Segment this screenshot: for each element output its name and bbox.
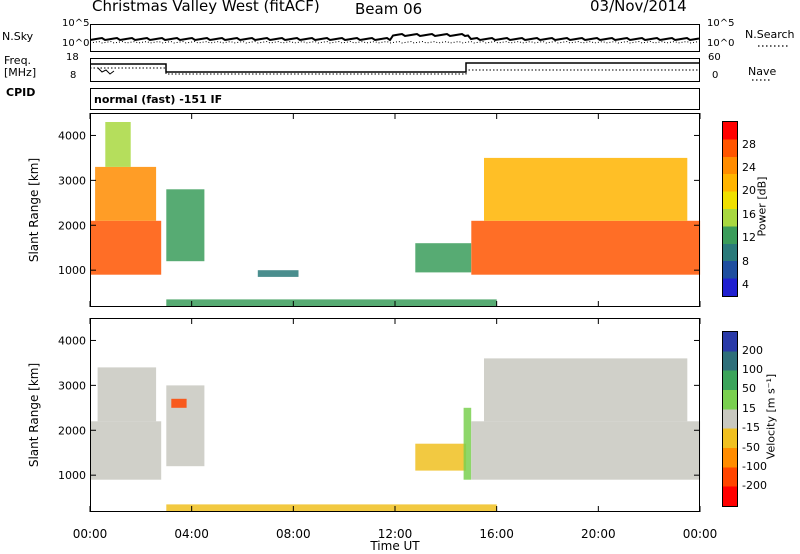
velocity-region-5 xyxy=(463,407,472,480)
axes: 1000 2000 3000 4000 Slant Range [km] 1000 2000… xyxy=(27,113,717,553)
power-cb-tick-1: 24 xyxy=(742,161,756,174)
nave-label: Nave xyxy=(748,65,777,78)
power-region-5 xyxy=(415,243,472,273)
vel-cb-tick-4: -15 xyxy=(742,421,760,434)
y-tick-label-0-2: 3000 xyxy=(58,174,86,187)
power-colorbar-label: Power [dB] xyxy=(755,176,769,237)
cpid-text: normal (fast) -151 IF xyxy=(94,93,223,106)
y-tick-label-0-3: 4000 xyxy=(58,129,86,142)
y-tick-label-1-0: 1000 xyxy=(58,469,86,482)
freq-tick-bottom: 8 xyxy=(70,70,77,81)
power-region-6 xyxy=(471,220,701,275)
power-region-3 xyxy=(166,189,205,262)
date-label: 03/Nov/2014 xyxy=(590,0,687,15)
velocity-region-6 xyxy=(471,421,701,480)
vel-cb-tick-3: 15 xyxy=(742,402,756,415)
power-region-8 xyxy=(166,299,497,307)
x-tick-label-3: 12:00 xyxy=(378,527,413,541)
x-tick-label-1: 04:00 xyxy=(174,527,209,541)
power-cb-tick-5: 8 xyxy=(742,255,749,268)
velocity-colorbar xyxy=(722,331,738,507)
power-cb-tick-0: 28 xyxy=(742,138,756,151)
freq-label: Freq. xyxy=(4,54,32,67)
nsearch-tick-top: 10^5 xyxy=(707,18,735,29)
station-title: Christmas Valley West (fitACF) xyxy=(92,0,320,15)
vel-cb-tick-6: -100 xyxy=(742,460,767,473)
nave-tick-bottom: 0 xyxy=(712,70,719,81)
nsky-label: N.Sky xyxy=(2,30,34,43)
vel-cb-tick-0: 200 xyxy=(742,344,763,357)
velocity-region-7 xyxy=(484,358,688,422)
x-axis-label: Time UT xyxy=(369,539,420,553)
power-region-1 xyxy=(95,166,157,221)
nsearch-tick-bottom: 10^0 xyxy=(707,38,735,49)
velocity-region-3 xyxy=(171,398,187,408)
y-tick-label-1-1: 2000 xyxy=(58,424,86,437)
y-tick-label-1-2: 3000 xyxy=(58,379,86,392)
x-tick-label-4: 16:00 xyxy=(479,527,514,541)
freq-strip xyxy=(90,58,700,82)
freq-tick-top: 18 xyxy=(66,52,79,63)
power-region-2 xyxy=(105,122,131,167)
power-cb-tick-6: 4 xyxy=(742,278,749,291)
x-tick-label-5: 20:00 xyxy=(581,527,616,541)
power-region-4 xyxy=(257,270,299,277)
y-tick-label-0-1: 2000 xyxy=(58,219,86,232)
vel-cb-tick-1: 100 xyxy=(742,363,763,376)
nsky-tick-bottom: 10^0 xyxy=(62,38,90,49)
velocity-region-0 xyxy=(90,421,162,480)
nsky-tick-top: 10^5 xyxy=(62,18,90,29)
x-tick-label-2: 08:00 xyxy=(276,527,311,541)
velocity-colorbar-label: Velocity [m s⁻¹] xyxy=(764,373,778,460)
power-cb-tick-3: 16 xyxy=(742,208,756,221)
velocity-region-8 xyxy=(166,504,497,512)
velocity-region-1 xyxy=(97,367,157,422)
nsearch-label: N.Search xyxy=(745,28,795,41)
y-axis-label-1: Slant Range [km] xyxy=(27,363,41,467)
power-cb-tick-2: 20 xyxy=(742,184,756,197)
y-tick-label-1-3: 4000 xyxy=(58,334,86,347)
nave-tick-top: 60 xyxy=(708,52,721,63)
vel-cb-tick-7: -200 xyxy=(742,479,767,492)
power-panel xyxy=(90,113,701,307)
vel-cb-tick-5: -50 xyxy=(742,441,760,454)
y-tick-label-0-0: 1000 xyxy=(58,264,86,277)
power-colorbar xyxy=(722,121,738,297)
nave-legend-dots xyxy=(752,79,772,81)
velocity-region-2 xyxy=(166,385,205,467)
power-region-7 xyxy=(484,157,688,221)
cpid-label: CPID xyxy=(6,86,36,99)
x-tick-label-6: 00:00 xyxy=(683,527,718,541)
x-tick-label-0: 00:00 xyxy=(73,527,108,541)
freq-unit-label: [MHz] xyxy=(4,66,37,79)
nsky-strip xyxy=(90,24,700,52)
power-region-0 xyxy=(90,220,162,275)
velocity-region-4 xyxy=(415,443,467,471)
beam-label: Beam 06 xyxy=(355,0,423,18)
velocity-panel xyxy=(90,318,701,512)
y-axis-label-0: Slant Range [km] xyxy=(27,158,41,262)
cpid-strip: normal (fast) -151 IF xyxy=(90,88,700,110)
power-cb-tick-4: 12 xyxy=(742,231,756,244)
vel-cb-tick-2: 50 xyxy=(742,382,756,395)
nsearch-legend-dots xyxy=(758,45,790,47)
